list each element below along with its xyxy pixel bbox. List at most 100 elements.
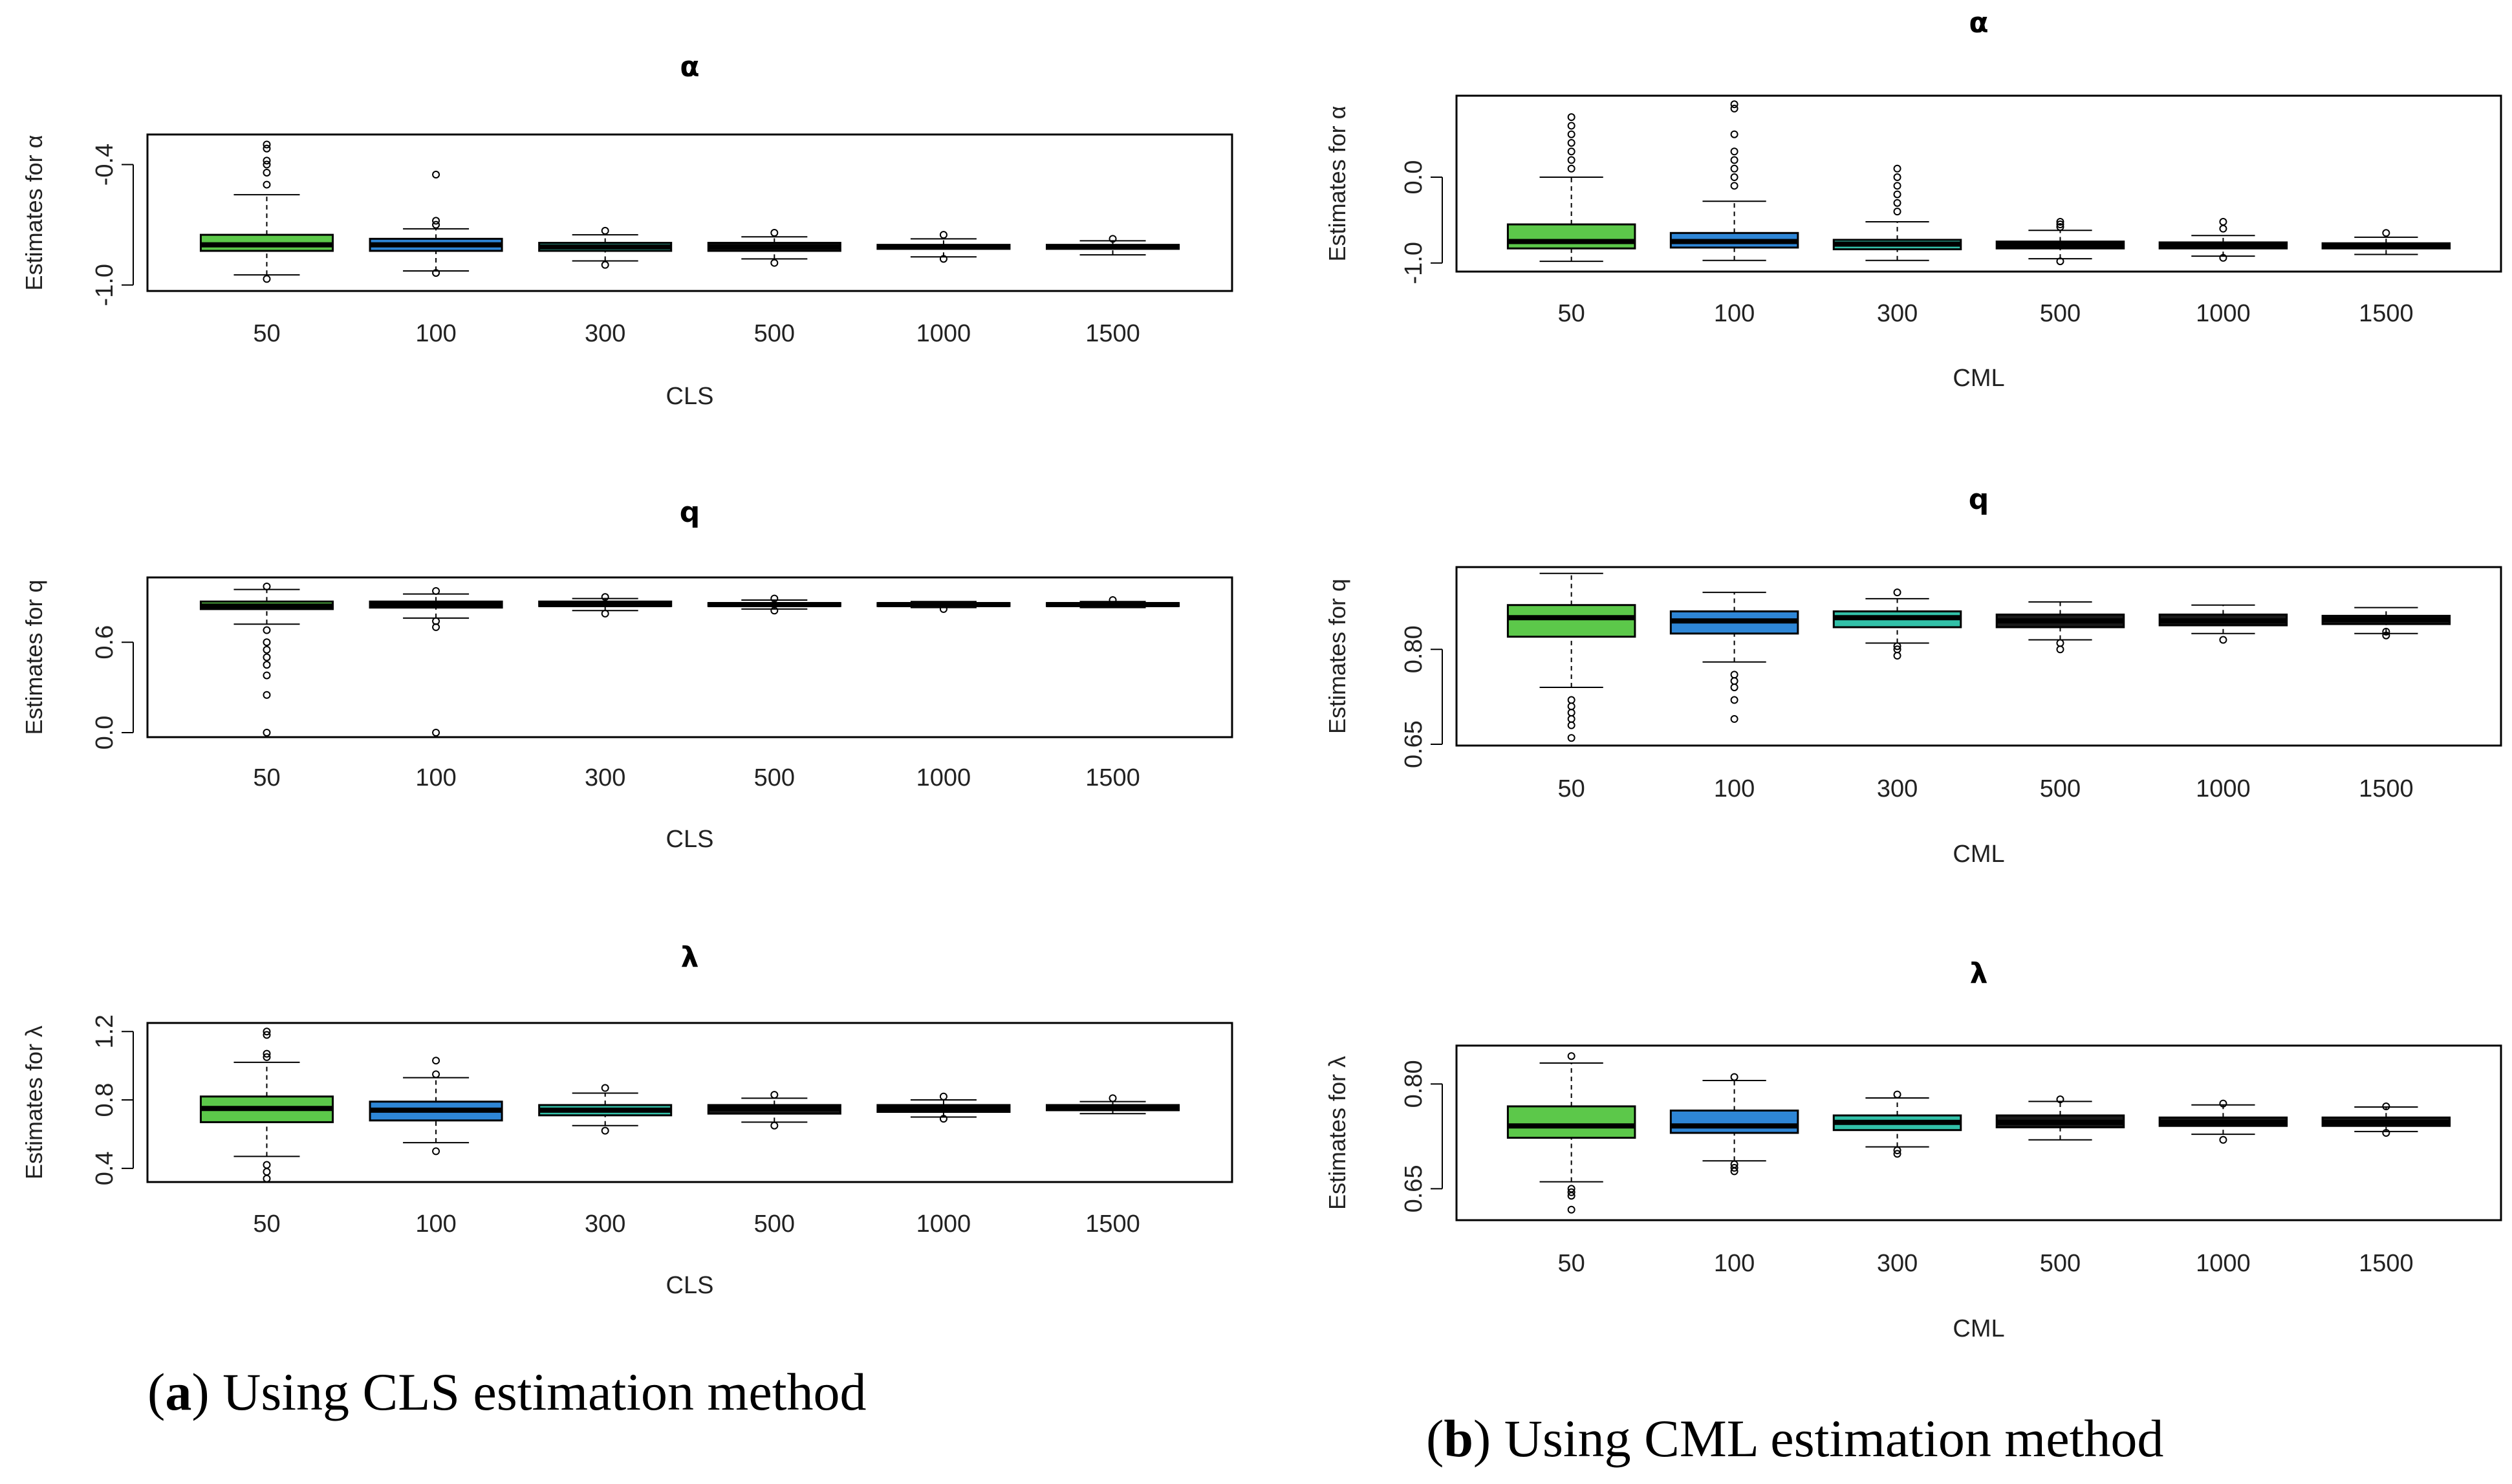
panel-a-3-outlier-point (263, 1174, 271, 1183)
panel-a-1-outlier-point (432, 217, 440, 225)
panel-b-1-x-tick-label: 50 (1558, 300, 1585, 327)
panel-b-1-outlier-point (1730, 104, 1738, 113)
panel-a-2-x-tick-label: 1500 (1085, 764, 1140, 791)
caption-a-letter: a (165, 1362, 191, 1421)
caption-b-letter: b (1444, 1409, 1473, 1468)
panel-a-3-y-tick-label: 0.8 (91, 1083, 118, 1117)
panel-b-3-outlier-point (2219, 1135, 2227, 1144)
panel-b-1-x-tick-label: 1000 (2196, 300, 2251, 327)
panel-a-2-outlier-point (263, 645, 271, 654)
panel-b-3-outlier-point (1730, 1164, 1738, 1172)
panel-a-1-outlier-point (263, 140, 271, 149)
panel-a-1-x-tick-label: 100 (415, 320, 456, 347)
panel-b-2-x-tick-label: 1500 (2359, 775, 2414, 802)
panel-b-3-x-tick-label: 300 (1877, 1250, 1918, 1277)
panel-a-3-outlier-point (263, 1168, 271, 1176)
panel-b-2-y-tick-label: 0.80 (1400, 625, 1427, 673)
panel-a-2-outlier-point (263, 638, 271, 647)
panel-a-2-outlier-point (770, 607, 779, 615)
panel-b-1-y-tick-label: -1.0 (1400, 242, 1427, 284)
panel-a-1-outlier-point (1109, 235, 1117, 243)
panel-b-3-outlier-point (1567, 1188, 1575, 1196)
panel-a-3-outlier-point (939, 1115, 947, 1123)
panel-b-1-outlier-point (1567, 113, 1575, 122)
panel-b-2-outlier-point (1567, 702, 1575, 711)
panel-a-2-y-tick-label: 0.0 (91, 716, 118, 750)
panel-b-3-outlier-point (1567, 1052, 1575, 1060)
caption-b-text: Using CML estimation method (1504, 1409, 2164, 1468)
panel-b-2-outlier-point (1730, 715, 1738, 723)
panel-a-3-x-tick-label: 50 (253, 1210, 280, 1238)
panel-a-2-outlier-point (770, 594, 779, 603)
panel-a-1-outlier-point (263, 168, 271, 177)
panel-a-1-x-tick-label: 1500 (1085, 320, 1140, 347)
panel-b-2-box-50 (1506, 604, 1636, 638)
panel-b-1-x-tick-label: 300 (1877, 300, 1918, 327)
panel-b-2-outlier-point (1893, 645, 1901, 654)
panel-b-3-outlier-point (1893, 1150, 1901, 1158)
panel-b-2-x-tick-label: 100 (1714, 775, 1755, 802)
panel-b-2-x-tick-label: 1000 (2196, 775, 2251, 802)
panel-a-1-outlier-point (939, 231, 947, 239)
panel-b-1-outlier-point (1567, 164, 1575, 173)
panel-b-1-x-tick-label: 500 (2040, 300, 2081, 327)
panel-b-2-plot-frame (1455, 566, 2502, 747)
panel-b-1-outlier-point (1730, 182, 1738, 190)
panel-b-1-outlier-point (2056, 223, 2064, 231)
panel-b-2-x-tick-label: 300 (1877, 775, 1918, 802)
panel-b-1-outlier-point (1893, 164, 1901, 173)
panel-a-2-outlier-point (1109, 596, 1117, 604)
panel-b-1-x-tick-label: 1500 (2359, 300, 2414, 327)
panel-b-1-outlier-point (1893, 208, 1901, 216)
panel-a-2-y-tick-label: 0.6 (91, 625, 118, 660)
panel-a-2-outlier-point (432, 729, 440, 737)
panel-a-1-outlier-point (263, 156, 271, 165)
panel-b-3-y-tick-label: 0.65 (1400, 1165, 1427, 1212)
panel-b-1-outlier-point (2056, 220, 2064, 229)
panel-a-1-outlier-point (601, 261, 609, 269)
panel-a-1-x-tick-label: 300 (585, 320, 625, 347)
panel-a-1-outlier-point (263, 160, 271, 169)
panel-a-3-outlier-point (263, 1053, 271, 1061)
panel-a-1-y-tick-label: -0.4 (91, 144, 118, 186)
panel-a-2-outlier-point (601, 593, 609, 601)
panel-b-2-outlier-point (2219, 636, 2227, 644)
panel-a-2-outlier-point (263, 691, 271, 699)
panel-b-2-outlier-point (1567, 696, 1575, 704)
panel-b-2-x-tick-label: 500 (2040, 775, 2081, 802)
panel-a-3-x-tick-label: 300 (585, 1210, 625, 1238)
panel-b-3-x-tick-label: 1500 (2359, 1250, 2414, 1277)
panel-a-2-x-axis-label: CLS (666, 826, 714, 853)
panel-b-1-outlier-point (1567, 156, 1575, 164)
panel-b-3-y-tick-label: 0.80 (1400, 1060, 1427, 1108)
panel-a-1-outlier-point (601, 226, 609, 235)
panel-a-2-outlier-point (263, 582, 271, 590)
panel-a-2-x-tick-label: 50 (253, 764, 280, 791)
panel-a-1-outlier-point (432, 220, 440, 229)
panel-b-3-outlier-point (1893, 1090, 1901, 1099)
panel-a-1-outlier-point (432, 171, 440, 179)
panel-b-3-x-tick-label: 500 (2040, 1250, 2081, 1277)
panel-a-3-outlier-point (601, 1084, 609, 1092)
panel-a-3-x-tick-label: 100 (415, 1210, 456, 1238)
panel-a-1-outlier-point (263, 144, 271, 153)
panel-a-3-y-axis-label: Estimates for λ (21, 1026, 47, 1179)
panel-a-1-x-axis-label: CLS (666, 383, 714, 410)
panel-a-1-outlier-point (432, 269, 440, 277)
panel-b-2-x-axis-label: CML (1953, 841, 2004, 868)
panel-b-2-outlier-point (1893, 588, 1901, 597)
panel-b-1-outlier-point (1893, 190, 1901, 199)
panel-b-1-outlier-point (1730, 147, 1738, 156)
panel-a-3-x-tick-label: 1000 (916, 1210, 971, 1238)
panel-a-2-plot-frame (146, 576, 1233, 738)
panel-a-1-y-axis-label: Estimates for α (21, 135, 47, 291)
panel-b-1-outlier-point (1893, 173, 1901, 182)
panel-b-1-outlier-point (1730, 156, 1738, 164)
panel-b-1-outlier-point (1730, 130, 1738, 138)
panel-a-1-outlier-point (939, 255, 947, 263)
panel-b-2-y-axis-label: Estimates for q (1324, 579, 1350, 734)
panel-a-2-outlier-point (432, 586, 440, 595)
panel-a-1-outlier-point (263, 180, 271, 189)
panel-b-1-outlier-point (1567, 147, 1575, 156)
